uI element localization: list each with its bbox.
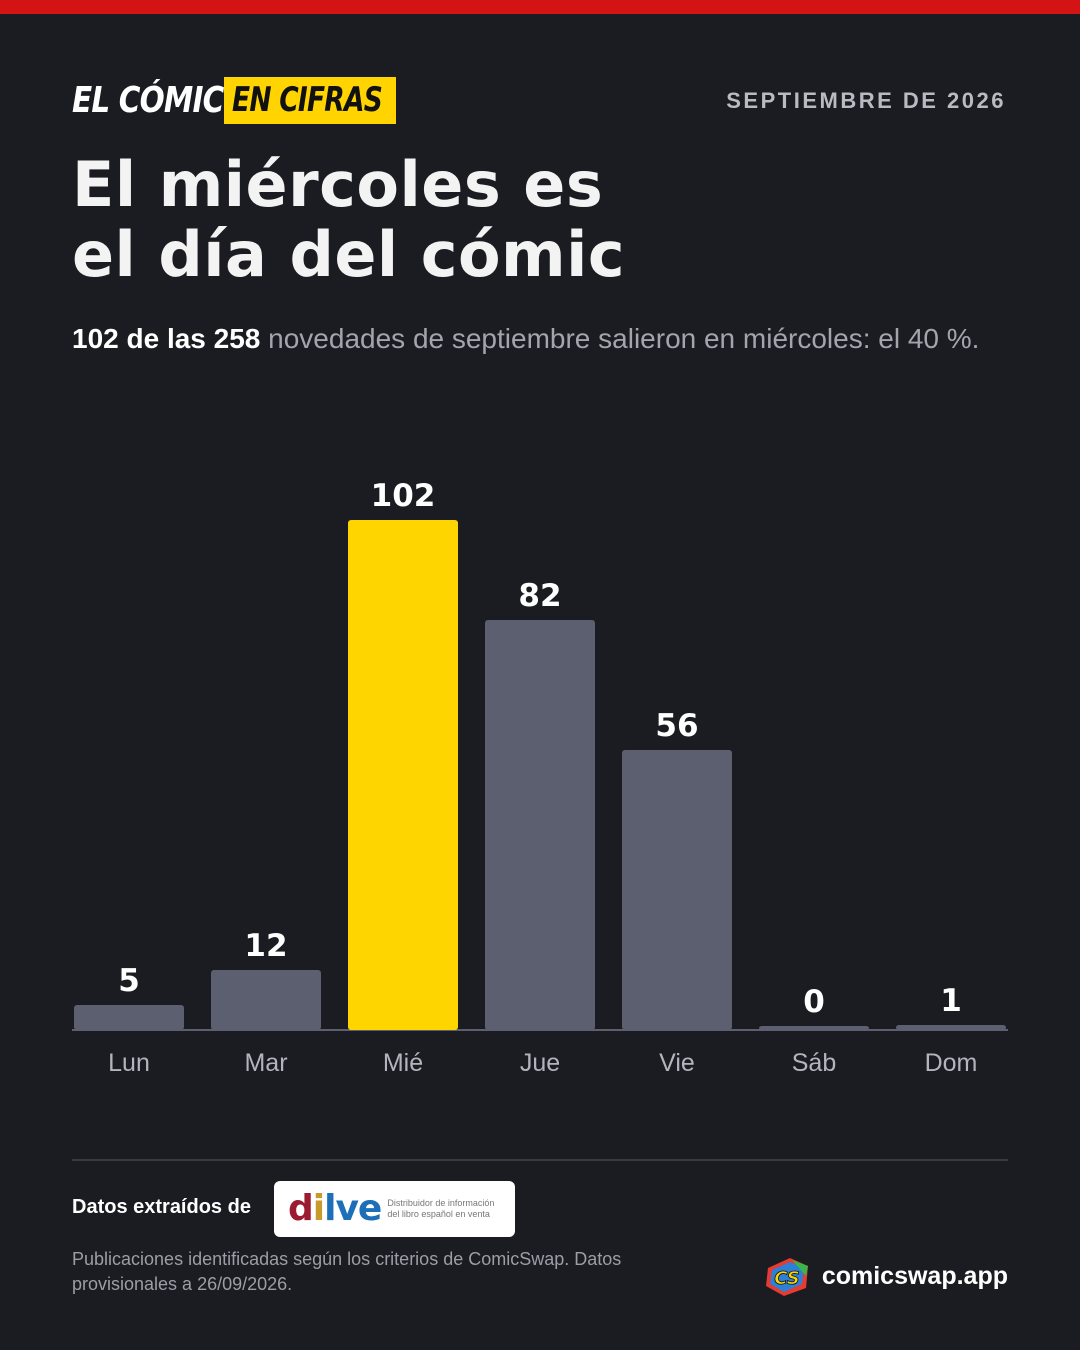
footer-divider — [72, 1159, 1008, 1161]
bar-chart: 5 Lun 12 Mar 102 Mié 82 Jue 56 Vie 0 Sáb 1 Dom — [72, 478, 1008, 1077]
dilve-wordmark: dilve — [288, 1188, 382, 1229]
value-label-Sáb: 0 — [803, 984, 825, 1020]
category-label-Vie: Vie — [659, 1049, 695, 1077]
category-label-Jue: Jue — [520, 1049, 560, 1077]
category-label-Dom: Dom — [925, 1049, 978, 1077]
top-accent-bar — [0, 0, 1080, 14]
page-title: El miércoles es el día del cómic — [72, 150, 972, 290]
value-label-Lun: 5 — [118, 963, 140, 999]
footnote: Publicaciones identificadas según los cr… — [72, 1249, 622, 1294]
subtitle: 102 de las 258 novedades de septiembre s… — [72, 318, 1002, 360]
source-label: Datos extraídos de — [72, 1196, 251, 1218]
value-label-Dom: 1 — [940, 983, 962, 1019]
value-label-Mar: 12 — [244, 928, 287, 964]
value-label-Vie: 56 — [655, 708, 698, 744]
category-label-Sáb: Sáb — [792, 1049, 836, 1077]
category-label-Lun: Lun — [108, 1049, 150, 1077]
site-brand: CS comicswap.app — [762, 1254, 1008, 1298]
dilve-tagline-1: Distribuidor de información — [387, 1198, 495, 1208]
bar-Lun — [74, 1005, 184, 1030]
bar-Mar — [211, 970, 321, 1030]
category-label-Mié: Mié — [383, 1049, 423, 1077]
subtitle-rest: novedades de septiembre salieron en miér… — [260, 323, 980, 354]
dilve-tagline-2: del libro español en venta — [387, 1209, 490, 1219]
title-line-1: El miércoles es — [72, 148, 604, 221]
brand-part2-badge: EN CIFRAS — [224, 76, 396, 124]
dilve-tagline: Distribuidor de información del libro es… — [387, 1198, 494, 1220]
title-line-2: el día del cómic — [72, 218, 626, 291]
value-label-Mié: 102 — [371, 478, 436, 514]
category-label-Mar: Mar — [244, 1049, 287, 1077]
svg-text:CS: CS — [774, 1268, 800, 1289]
issue-date: SEPTIEMBRE DE 2026 — [726, 88, 1006, 113]
bar-Mié — [348, 520, 458, 1030]
bar-Sáb — [759, 1026, 869, 1030]
brand-logo: EL CÓMIC EN CIFRAS — [72, 76, 396, 124]
site-url: comicswap.app — [821, 1261, 1008, 1290]
bar-Dom — [896, 1025, 1006, 1030]
comicswap-logo-icon: CS — [765, 1258, 808, 1296]
bar-Jue — [485, 620, 595, 1030]
value-label-Jue: 82 — [518, 578, 561, 614]
dilve-logo: dilve Distribuidor de información del li… — [274, 1181, 515, 1237]
subtitle-bold: 102 de las 258 — [72, 323, 261, 354]
bar-Vie — [622, 750, 732, 1030]
